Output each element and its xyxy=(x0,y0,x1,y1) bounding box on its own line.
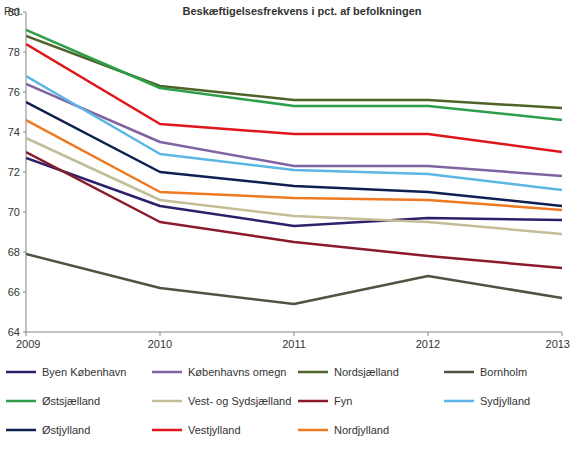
legend-item: Sydjylland xyxy=(444,395,530,407)
x-tick xyxy=(562,332,563,336)
legend-swatch xyxy=(152,429,182,432)
series-line xyxy=(26,30,562,120)
y-tick-label: 66 xyxy=(8,286,20,298)
legend-label: Vest- og Sydsjælland xyxy=(188,395,291,407)
y-tick-label: 64 xyxy=(8,326,20,338)
legend-item: Københavns omegn xyxy=(152,366,286,378)
legend-label: Østjylland xyxy=(42,424,90,436)
series-line xyxy=(26,102,562,206)
legend-label: Bornholm xyxy=(480,366,527,378)
y-tick-label: 74 xyxy=(8,126,20,138)
x-tick-label: 2012 xyxy=(416,338,440,350)
series-line xyxy=(26,120,562,210)
series-line xyxy=(26,44,562,152)
y-tick-label: 72 xyxy=(8,166,20,178)
legend-swatch xyxy=(298,429,328,432)
y-tick-label: 70 xyxy=(8,206,20,218)
y-tick-label: 80 xyxy=(8,6,20,18)
legend-item: Fyn xyxy=(298,395,352,407)
legend-label: Fyn xyxy=(334,395,352,407)
legend-label: Østsjælland xyxy=(42,395,100,407)
y-tick-label: 76 xyxy=(8,86,20,98)
legend-swatch xyxy=(444,400,474,403)
legend-label: Københavns omegn xyxy=(188,366,286,378)
legend-swatch xyxy=(152,400,182,403)
legend-swatch xyxy=(444,371,474,374)
legend-item: Østsjælland xyxy=(6,395,100,407)
x-tick-label: 2011 xyxy=(282,338,306,350)
x-tick-label: 2010 xyxy=(148,338,172,350)
legend-swatch xyxy=(298,371,328,374)
legend-swatch xyxy=(298,400,328,403)
y-axis xyxy=(26,12,27,332)
x-tick-label: 2013 xyxy=(546,338,570,350)
y-tick-label: 68 xyxy=(8,246,20,258)
legend-swatch xyxy=(6,371,36,374)
x-tick xyxy=(294,332,295,336)
legend-swatch xyxy=(152,371,182,374)
legend-label: Nordjylland xyxy=(334,424,389,436)
legend-item: Nordsjælland xyxy=(298,366,399,378)
legend-label: Nordsjælland xyxy=(334,366,399,378)
x-tick xyxy=(26,332,27,336)
plot-area xyxy=(26,30,562,304)
legend-label: Sydjylland xyxy=(480,395,530,407)
legend-label: Vestjylland xyxy=(188,424,241,436)
legend-item: Byen København xyxy=(6,366,126,378)
legend-item: Bornholm xyxy=(444,366,527,378)
legend-swatch xyxy=(6,400,36,403)
x-tick-label: 2009 xyxy=(16,338,40,350)
y-tick-label: 78 xyxy=(8,46,20,58)
x-tick xyxy=(428,332,429,336)
chart: Beskæftigelsesfrekvens i pct. af befolkn… xyxy=(0,0,584,449)
legend-item: Østjylland xyxy=(6,424,90,436)
x-tick xyxy=(160,332,161,336)
legend-item: Vest- og Sydsjælland xyxy=(152,395,291,407)
legend-swatch xyxy=(6,429,36,432)
title: Beskæftigelsesfrekvens i pct. af befolkn… xyxy=(182,5,421,17)
series-line xyxy=(26,36,562,108)
legend-label: Byen København xyxy=(42,366,126,378)
x-axis xyxy=(26,332,562,333)
y-axis-label: Pct. xyxy=(4,5,23,17)
legend-item: Nordjylland xyxy=(298,424,389,436)
legend-item: Vestjylland xyxy=(152,424,241,436)
